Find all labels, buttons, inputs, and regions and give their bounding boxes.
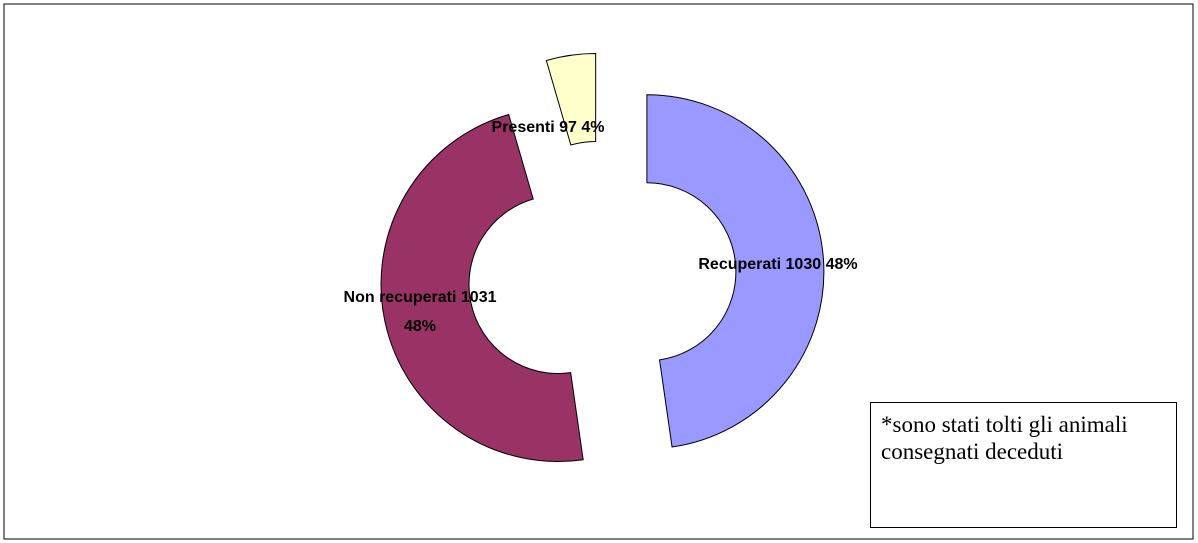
annotation: *sono stati tolti gli animali consegnati… bbox=[870, 402, 1177, 528]
data-label: Presenti 97 4% bbox=[492, 119, 605, 136]
donut-slice bbox=[646, 94, 825, 448]
label-value: 1030 bbox=[786, 256, 822, 273]
label-percent: 48% bbox=[826, 256, 858, 273]
label-percent: 4% bbox=[581, 119, 604, 136]
label-category: Presenti bbox=[492, 119, 555, 136]
label-category: Non recuperati bbox=[344, 289, 457, 306]
label-value: 97 bbox=[559, 119, 577, 136]
data-label: Recuperati 1030 48% bbox=[698, 256, 857, 273]
label-category: Recuperati bbox=[698, 256, 781, 273]
data-label: Non recuperati 1031 48% bbox=[344, 289, 497, 335]
label-percent: 48% bbox=[404, 318, 436, 335]
donut-slice bbox=[545, 52, 597, 146]
donut-slice bbox=[380, 113, 584, 462]
label-value: 1031 bbox=[461, 289, 497, 306]
